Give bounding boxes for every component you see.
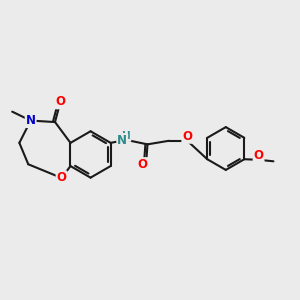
Text: O: O [182, 130, 192, 143]
Text: N: N [117, 134, 127, 147]
Text: O: O [137, 158, 147, 171]
Text: O: O [57, 171, 67, 184]
Text: O: O [56, 95, 65, 108]
Text: H: H [122, 131, 130, 141]
Text: N: N [26, 114, 36, 127]
Text: O: O [254, 149, 264, 162]
